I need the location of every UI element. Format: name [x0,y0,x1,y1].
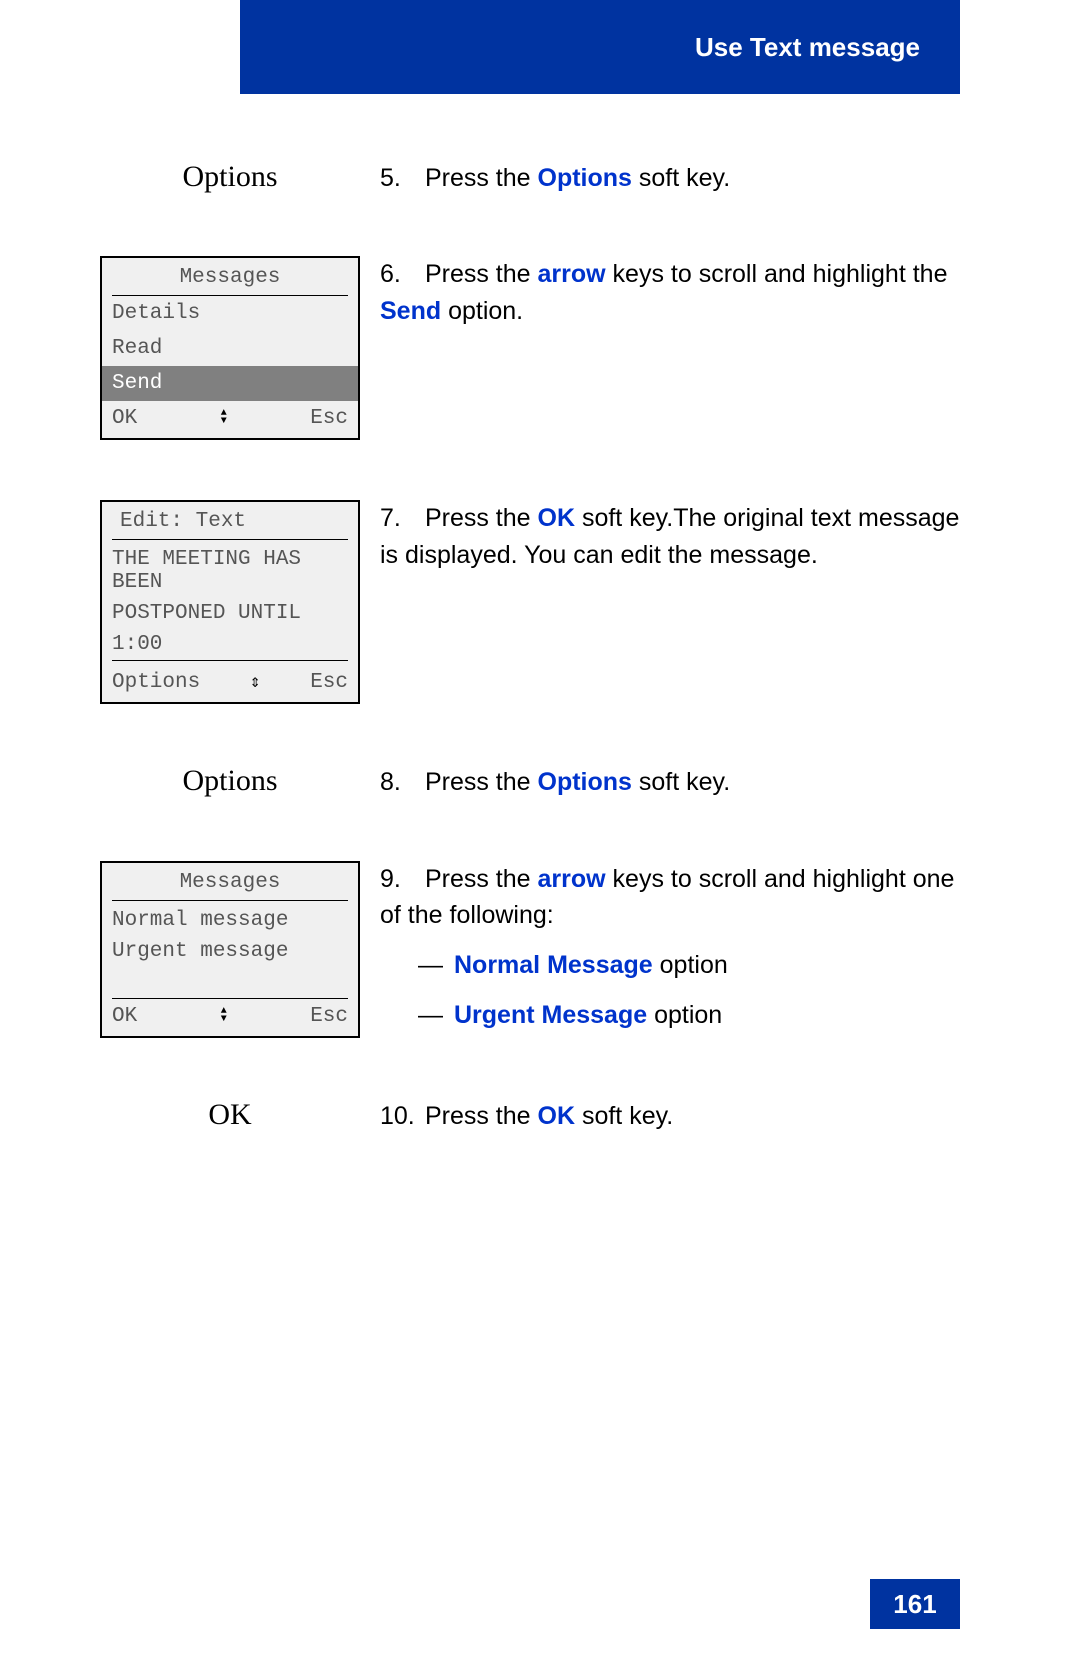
step-9-pre: Press the [425,865,538,893]
step-5-text: 5. Press the Options soft key. [370,160,960,196]
lcd1-title: Messages [112,258,348,296]
updown-icon-2 [221,1008,227,1024]
step-10-pre: Press the [425,1102,538,1130]
lcd3-footer-left: OK [112,1005,137,1028]
step-6-num: 6. [380,256,418,292]
lcd3-body: Normal message Urgent message [112,901,348,999]
cursor-icon: ⇕ [250,673,261,693]
header-title: Use Text message [695,32,920,63]
step-8-row: Options 8. Press the Options soft key. [90,764,960,800]
step-5-num: 5. [380,160,418,196]
step-5-pre: Press the [425,164,538,192]
lcd1-item-2: Send [102,366,358,401]
step-10-label: OK [90,1098,370,1132]
step-5-label: Options [90,160,370,194]
page-number-box: 161 [870,1579,960,1629]
step-10-post: soft key. [575,1102,673,1130]
lcd-edit-text: Edit: Text THE MEETING HAS BEEN POSTPONE… [100,500,360,704]
lcd1-footer-right: Esc [310,407,348,430]
step-9-left: Messages Normal message Urgent message O… [90,861,370,1038]
step-8-key: Options [538,768,632,796]
lcd3-item-0: Normal message [112,905,348,936]
step-9-num: 9. [380,861,418,897]
step-9-opt2: —Urgent Message option [380,997,960,1033]
lcd2-footer: Options ⇕ Esc [102,665,358,702]
updown-icon [221,410,227,426]
step-9-row: Messages Normal message Urgent message O… [90,861,960,1038]
lcd2-title: Edit: Text [112,502,348,540]
step-10-text: 10. Press the OK soft key. [370,1098,960,1134]
lcd2-footer-left: Options [112,671,200,694]
dash-2: — [418,997,454,1033]
lcd3-item-1: Urgent message [112,936,348,967]
page-number: 161 [893,1589,936,1620]
lcd1-item-0: Details [102,296,358,331]
step-6-post: option. [441,297,523,325]
lcd-messages-1: Messages Details Read Send OK Esc [100,256,360,440]
lcd1-footer: OK Esc [102,401,358,438]
step-6-text: 6. Press the arrow keys to scroll and hi… [370,256,960,329]
lcd3-footer: OK Esc [102,999,358,1036]
step-7-left: Edit: Text THE MEETING HAS BEEN POSTPONE… [90,500,370,704]
lcd2-line-2: 1:00 [112,629,348,661]
step-9-opt2-post: option [647,1001,722,1029]
step-6-row: Messages Details Read Send OK Esc 6. Pre… [90,256,960,440]
lcd2-line-0: THE MEETING HAS BEEN [112,544,348,598]
step-5-row: Options 5. Press the Options soft key. [90,160,960,196]
lcd2-body: THE MEETING HAS BEEN POSTPONED UNTIL 1:0… [102,540,358,661]
lcd2-footer-center: ⇕ [200,671,310,694]
step-9-key: arrow [538,865,606,893]
step-6-key: arrow [538,260,606,288]
lcd1-item-1: Read [102,331,358,366]
step-7-text: 7. Press the OK soft key.The original te… [370,500,960,573]
step-9-text: 9. Press the arrow keys to scroll and hi… [370,861,960,1038]
step-9-opt1-post: option [653,951,728,979]
step-7-key: OK [538,504,576,532]
step-8-pre: Press the [425,768,538,796]
lcd1-footer-center [137,407,310,430]
step-10-key: OK [538,1102,576,1130]
step-10-num: 10. [380,1098,418,1134]
step-6-pre: Press the [425,260,538,288]
step-9-opt1: —Normal Message option [380,947,960,983]
step-5-key: Options [538,164,632,192]
step-6-key2: Send [380,297,441,325]
lcd3-footer-right: Esc [310,1005,348,1028]
lcd2-footer-right: Esc [310,671,348,694]
step-8-label: Options [90,764,370,798]
step-8-num: 8. [380,764,418,800]
lcd3-footer-center [137,1005,310,1028]
step-7-pre: Press the [425,504,538,532]
step-5-post: soft key. [632,164,730,192]
step-7-num: 7. [380,500,418,536]
step-8-text: 8. Press the Options soft key. [370,764,960,800]
step-8-post: soft key. [632,768,730,796]
header-tab: Use Text message [240,0,960,94]
step-6-mid: keys to scroll and highlight the [606,260,948,288]
step-9-opt2-key: Urgent Message [454,1001,647,1029]
lcd3-title: Messages [112,863,348,901]
content: Options 5. Press the Options soft key. M… [90,160,960,1194]
lcd-messages-2: Messages Normal message Urgent message O… [100,861,360,1038]
dash-1: — [418,947,454,983]
lcd1-footer-left: OK [112,407,137,430]
step-6-left: Messages Details Read Send OK Esc [90,256,370,440]
step-7-row: Edit: Text THE MEETING HAS BEEN POSTPONE… [90,500,960,704]
step-9-opt1-key: Normal Message [454,951,653,979]
lcd2-line-1: POSTPONED UNTIL [112,598,348,629]
step-10-row: OK 10. Press the OK soft key. [90,1098,960,1134]
